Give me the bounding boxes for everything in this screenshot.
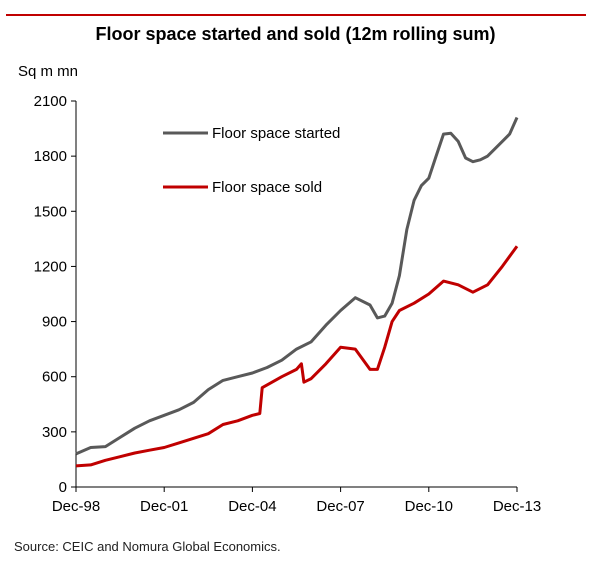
x-tick-label: Dec-01 — [140, 498, 188, 515]
top-rule — [6, 14, 586, 16]
y-tick-label: 1200 — [34, 258, 67, 275]
axes: 0 300 600 900 1200 1500 1800 2100 Dec-98 Dec-01 De… — [34, 93, 542, 515]
chart-title: Floor space started and sold (12m rollin… — [95, 24, 496, 44]
x-tick-label: Dec-04 — [228, 498, 276, 515]
legend-label-floor-space-started: Floor space started — [212, 125, 340, 142]
y-tick-label: 300 — [42, 424, 67, 441]
x-tick-label: Dec-07 — [316, 498, 364, 515]
series-line-floor-space-sold — [75, 245, 519, 468]
y-tick-label: 1800 — [34, 148, 67, 165]
x-tick-label: Dec-98 — [52, 498, 100, 515]
series-lines — [75, 116, 519, 468]
y-tick-label: 1500 — [34, 203, 67, 220]
y-tick-label: 900 — [42, 314, 67, 331]
y-tick-label: 600 — [42, 369, 67, 386]
source-note: Source: CEIC and Nomura Global Economics… — [14, 539, 281, 554]
y-axis-unit-label: Sq m mn — [18, 63, 79, 80]
y-tick-label: 0 — [59, 479, 67, 496]
series-line-floor-space-started — [75, 116, 519, 456]
legend: Floor space started Floor space sold — [163, 125, 340, 196]
x-tick-label: Dec-10 — [405, 498, 453, 515]
legend-label-floor-space-sold: Floor space sold — [212, 179, 322, 196]
y-tick-label: 2100 — [34, 93, 67, 110]
x-tick-label: Dec-13 — [493, 498, 541, 515]
